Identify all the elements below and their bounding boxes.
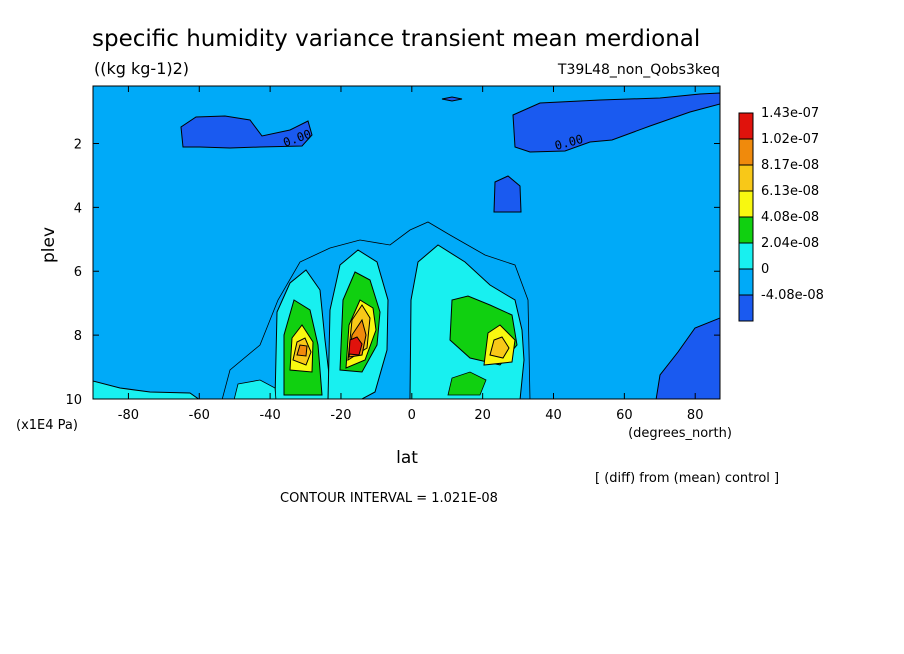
- y-tick-label: 8: [74, 329, 82, 344]
- colorbar-swatch: [738, 164, 754, 192]
- pos-orange-3: [489, 336, 510, 359]
- colorbar-swatch: [738, 138, 754, 166]
- x-tick-label: -60: [189, 408, 210, 423]
- pos-cyan-polar: [93, 380, 200, 399]
- y-tick-label: 6: [74, 265, 82, 280]
- x-tick-label: 60: [616, 408, 633, 423]
- chart-title: specific humidity variance transient mea…: [92, 26, 700, 52]
- x-tick-label: 40: [545, 408, 562, 423]
- y-axis-label: plev: [39, 227, 59, 263]
- y-axis-units: (x1E4 Pa): [16, 418, 78, 433]
- x-tick-label: 80: [687, 408, 704, 423]
- pos-green-4: [447, 371, 487, 396]
- colorbar-swatch: [738, 190, 754, 218]
- x-tick-label: -20: [330, 408, 351, 423]
- zero-contour: [221, 221, 531, 399]
- colorbar-level-label: 1.02e-07: [761, 132, 819, 147]
- run-label: T39L48_non_Qobs3keq: [557, 62, 720, 78]
- colorbar-level-label: 8.17e-08: [761, 158, 819, 173]
- x-tick-label: 0: [408, 408, 416, 423]
- colorbar-level-label: 1.43e-07: [761, 106, 819, 121]
- x-tick-label: -40: [260, 408, 281, 423]
- colorbar-level-label: 4.08e-08: [761, 210, 819, 225]
- contour-field: 0.00 0.00: [93, 86, 720, 399]
- pos-deep-orange-1: [296, 344, 308, 357]
- x-axis: -80 -60 -40 -20 0 20 40 60 80: [118, 86, 704, 423]
- colorbar-swatch: [738, 268, 754, 296]
- x-axis-label: lat: [396, 448, 418, 468]
- y-tick-label: 4: [74, 201, 82, 216]
- plot-frame: [92, 85, 721, 400]
- chart-units: ((kg kg-1)2): [94, 59, 189, 78]
- colorbar-level-label: 2.04e-08: [761, 236, 819, 251]
- neg-region-mid: [493, 175, 522, 213]
- y-axis: 2 4 6 8 10: [65, 137, 720, 408]
- y-tick-label: 2: [74, 137, 82, 152]
- colorbar-swatch: [738, 294, 754, 322]
- colorbar-level-label: 0: [761, 262, 769, 277]
- neg-region-nh-upper: [512, 92, 720, 153]
- comparison-note: [ (diff) from (mean) control ]: [595, 471, 779, 486]
- colorbar-swatch: [738, 242, 754, 270]
- colorbar: 1.43e-07 1.02e-07 8.17e-08 6.13e-08 4.08e-08…: [738, 106, 824, 322]
- colorbar-level-label: 6.13e-08: [761, 184, 819, 199]
- pos-red-peak: [348, 336, 363, 356]
- y-tick-label: 10: [65, 393, 82, 408]
- x-tick-label: 20: [474, 408, 491, 423]
- x-tick-label: -80: [118, 408, 139, 423]
- x-axis-units: (degrees_north): [628, 426, 732, 441]
- colorbar-swatch: [738, 216, 754, 244]
- pos-cyan-mid: [233, 379, 277, 399]
- colorbar-level-label: -4.08e-08: [761, 288, 824, 303]
- neg-region-top: [441, 96, 463, 102]
- neg-region-polar-north: [655, 317, 720, 399]
- neg-region-sh-upper: [180, 115, 313, 149]
- contour-interval: CONTOUR INTERVAL = 1.021E-08: [280, 491, 498, 506]
- colorbar-swatch: [738, 112, 754, 140]
